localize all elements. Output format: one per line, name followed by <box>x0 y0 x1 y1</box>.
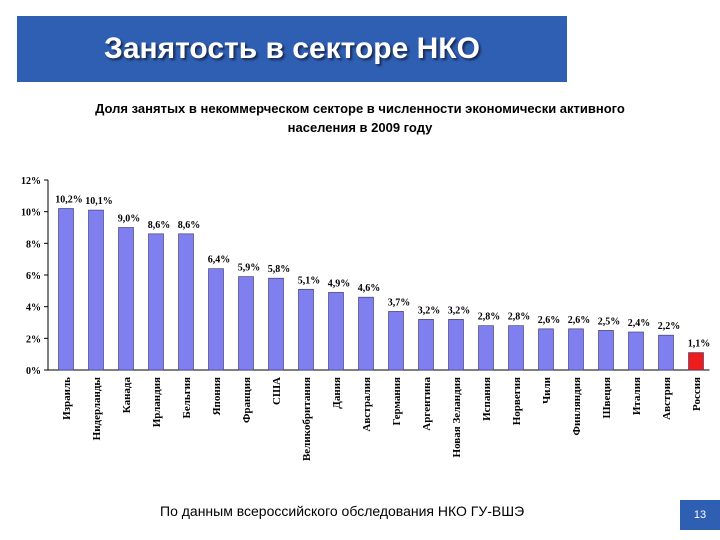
y-tick-label: 6% <box>26 271 41 282</box>
data-label: 2,2% <box>658 321 681 332</box>
y-tick-label: 4% <box>26 303 41 314</box>
category-label: Бельгия <box>181 377 193 418</box>
title-banner: Занятость в секторе НКО <box>17 16 567 82</box>
category-label: Ирландия <box>151 377 163 427</box>
bar-chart: 0% 2% 4% 6% 8% 10% 12% 10,2% Израиль 10,1% Нидерла… <box>21 176 711 461</box>
category-label: Великобритания <box>301 377 313 461</box>
bar <box>208 268 224 371</box>
bar <box>268 277 284 371</box>
category-label: Германия <box>391 377 403 426</box>
bar <box>118 227 134 371</box>
data-label: 2,6% <box>538 315 561 326</box>
page-title: Занятость в секторе НКО <box>104 32 480 65</box>
bar <box>328 292 344 371</box>
y-tick-label: 10% <box>21 208 41 219</box>
category-label: Чили <box>541 376 553 404</box>
bar <box>58 208 74 371</box>
bar <box>178 233 194 371</box>
data-label: 5,9% <box>238 263 261 274</box>
data-label: 5,8% <box>268 264 291 275</box>
data-label: 10,2% <box>55 195 83 206</box>
category-label: Австралия <box>361 377 373 432</box>
bar <box>658 334 674 371</box>
bar <box>508 325 524 371</box>
category-label: США <box>271 377 283 405</box>
bar <box>418 319 434 371</box>
bar <box>148 233 164 371</box>
bar <box>478 325 494 371</box>
category-label: Япония <box>211 377 223 415</box>
data-label: 4,6% <box>358 283 381 294</box>
category-label: Испания <box>481 377 493 421</box>
category-label: Дания <box>331 377 343 409</box>
source-note: По данным всероссийского обследования НК… <box>160 503 525 519</box>
category-label: Швеция <box>601 377 613 419</box>
data-label: 8,6% <box>178 220 201 231</box>
bar <box>388 311 404 371</box>
category-label: Норвегия <box>511 377 523 425</box>
category-label: Финляндия <box>571 377 583 435</box>
subtitle-line-1: Доля занятых в некоммерческом секторе в … <box>95 101 625 116</box>
category-label: Израиль <box>61 377 73 420</box>
category-label: Канада <box>121 377 133 414</box>
y-tick-label: 8% <box>26 239 41 250</box>
data-label: 3,2% <box>448 305 471 316</box>
category-label: Франция <box>241 377 253 423</box>
category-label: Россия <box>691 377 703 411</box>
bar <box>358 296 374 371</box>
category-label: Аргентина <box>421 377 433 431</box>
category-label: Нидерланды <box>91 377 103 441</box>
data-label: 4,9% <box>328 278 351 289</box>
bar <box>628 331 644 371</box>
y-tick-label: 2% <box>26 334 41 345</box>
data-label: 1,1% <box>688 339 711 350</box>
y-tick-label: 12% <box>21 176 41 187</box>
bar <box>598 330 614 371</box>
bar <box>448 319 464 371</box>
bar <box>238 276 254 371</box>
bar <box>688 352 704 371</box>
data-label: 10,1% <box>85 196 113 207</box>
data-label: 2,5% <box>598 316 621 327</box>
data-label: 3,2% <box>418 305 441 316</box>
data-label: 2,6% <box>568 315 591 326</box>
data-label: 2,8% <box>508 312 531 323</box>
category-label: Италия <box>631 377 643 415</box>
bar <box>568 328 584 371</box>
category-label: Новая Зеландия <box>451 377 463 458</box>
data-label: 6,4% <box>208 255 231 266</box>
data-label: 9,0% <box>118 214 141 225</box>
chart-subtitle: Доля занятых в некоммерческом секторе в … <box>20 99 700 137</box>
data-label: 3,7% <box>388 297 411 308</box>
category-label: Австрия <box>661 377 673 420</box>
data-label: 8,6% <box>148 220 171 231</box>
bar <box>538 328 554 371</box>
page-number: 13 <box>680 500 720 530</box>
bar <box>88 209 104 371</box>
data-label: 2,8% <box>478 312 501 323</box>
data-label: 5,1% <box>298 275 321 286</box>
bar <box>298 288 314 371</box>
y-tick-label: 0% <box>26 366 41 377</box>
subtitle-line-2: населения в 2009 году <box>287 120 433 135</box>
data-label: 2,4% <box>628 318 651 329</box>
